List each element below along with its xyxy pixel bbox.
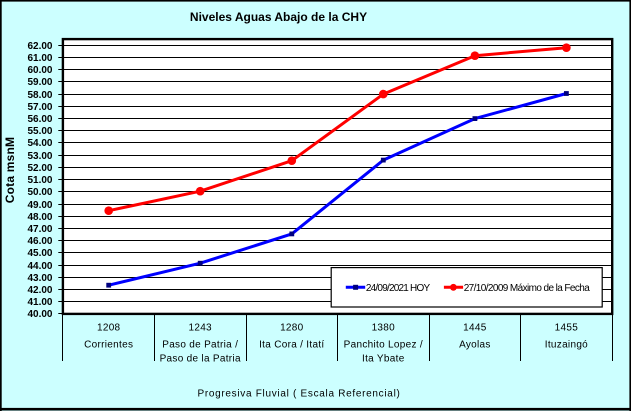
svg-text:1455: 1455 <box>555 323 579 334</box>
svg-text:1445: 1445 <box>463 323 487 334</box>
svg-text:Niveles Aguas Abajo de la CHY: Niveles Aguas Abajo de la CHY <box>190 10 367 24</box>
svg-text:52.00: 52.00 <box>27 163 52 174</box>
svg-text:1280: 1280 <box>280 323 304 334</box>
svg-text:55.00: 55.00 <box>27 126 52 137</box>
svg-text:61.00: 61.00 <box>27 53 52 64</box>
svg-text:54.00: 54.00 <box>27 138 52 149</box>
svg-text:50.00: 50.00 <box>27 187 52 198</box>
svg-text:47.00: 47.00 <box>27 224 52 235</box>
svg-text:41.00: 41.00 <box>27 297 52 308</box>
svg-text:46.00: 46.00 <box>27 236 52 247</box>
svg-text:24/09/2021 HOY: 24/09/2021 HOY <box>366 283 431 294</box>
svg-text:27/10/2009 Máximo de la Fecha: 27/10/2009 Máximo de la Fecha <box>464 283 591 294</box>
svg-text:Ayolas: Ayolas <box>459 340 491 351</box>
svg-text:Paso de Patria /: Paso de Patria / <box>162 340 238 351</box>
svg-text:Progresiva Fluvial ( Escala Re: Progresiva Fluvial ( Escala Referencial) <box>197 388 400 399</box>
svg-text:53.00: 53.00 <box>27 151 52 162</box>
svg-text:40.00: 40.00 <box>27 309 52 320</box>
svg-text:Ita Cora / Itatí: Ita Cora / Itatí <box>259 340 324 351</box>
svg-text:58.00: 58.00 <box>27 90 52 101</box>
svg-text:Paso de la Patria: Paso de la Patria <box>160 354 241 365</box>
svg-text:48.00: 48.00 <box>27 212 52 223</box>
svg-text:1380: 1380 <box>372 323 396 334</box>
svg-text:Panchito Lopez /: Panchito Lopez / <box>344 340 423 351</box>
svg-text:62.00: 62.00 <box>27 41 52 52</box>
svg-text:Ituzaingó: Ituzaingó <box>545 340 588 351</box>
svg-text:43.00: 43.00 <box>27 273 52 284</box>
svg-text:1243: 1243 <box>188 323 212 334</box>
svg-text:49.00: 49.00 <box>27 200 52 211</box>
svg-text:Cota msnM: Cota msnM <box>3 137 17 203</box>
svg-text:59.00: 59.00 <box>27 77 52 88</box>
svg-text:Ita Ybate: Ita Ybate <box>362 354 405 365</box>
svg-text:1208: 1208 <box>97 323 121 334</box>
svg-text:45.00: 45.00 <box>27 248 52 259</box>
svg-text:51.00: 51.00 <box>27 175 52 186</box>
svg-text:57.00: 57.00 <box>27 102 52 113</box>
svg-text:Corrientes: Corrientes <box>84 340 133 351</box>
svg-text:56.00: 56.00 <box>27 114 52 125</box>
svg-text:44.00: 44.00 <box>27 261 52 272</box>
svg-text:42.00: 42.00 <box>27 285 52 296</box>
svg-text:60.00: 60.00 <box>27 65 52 76</box>
